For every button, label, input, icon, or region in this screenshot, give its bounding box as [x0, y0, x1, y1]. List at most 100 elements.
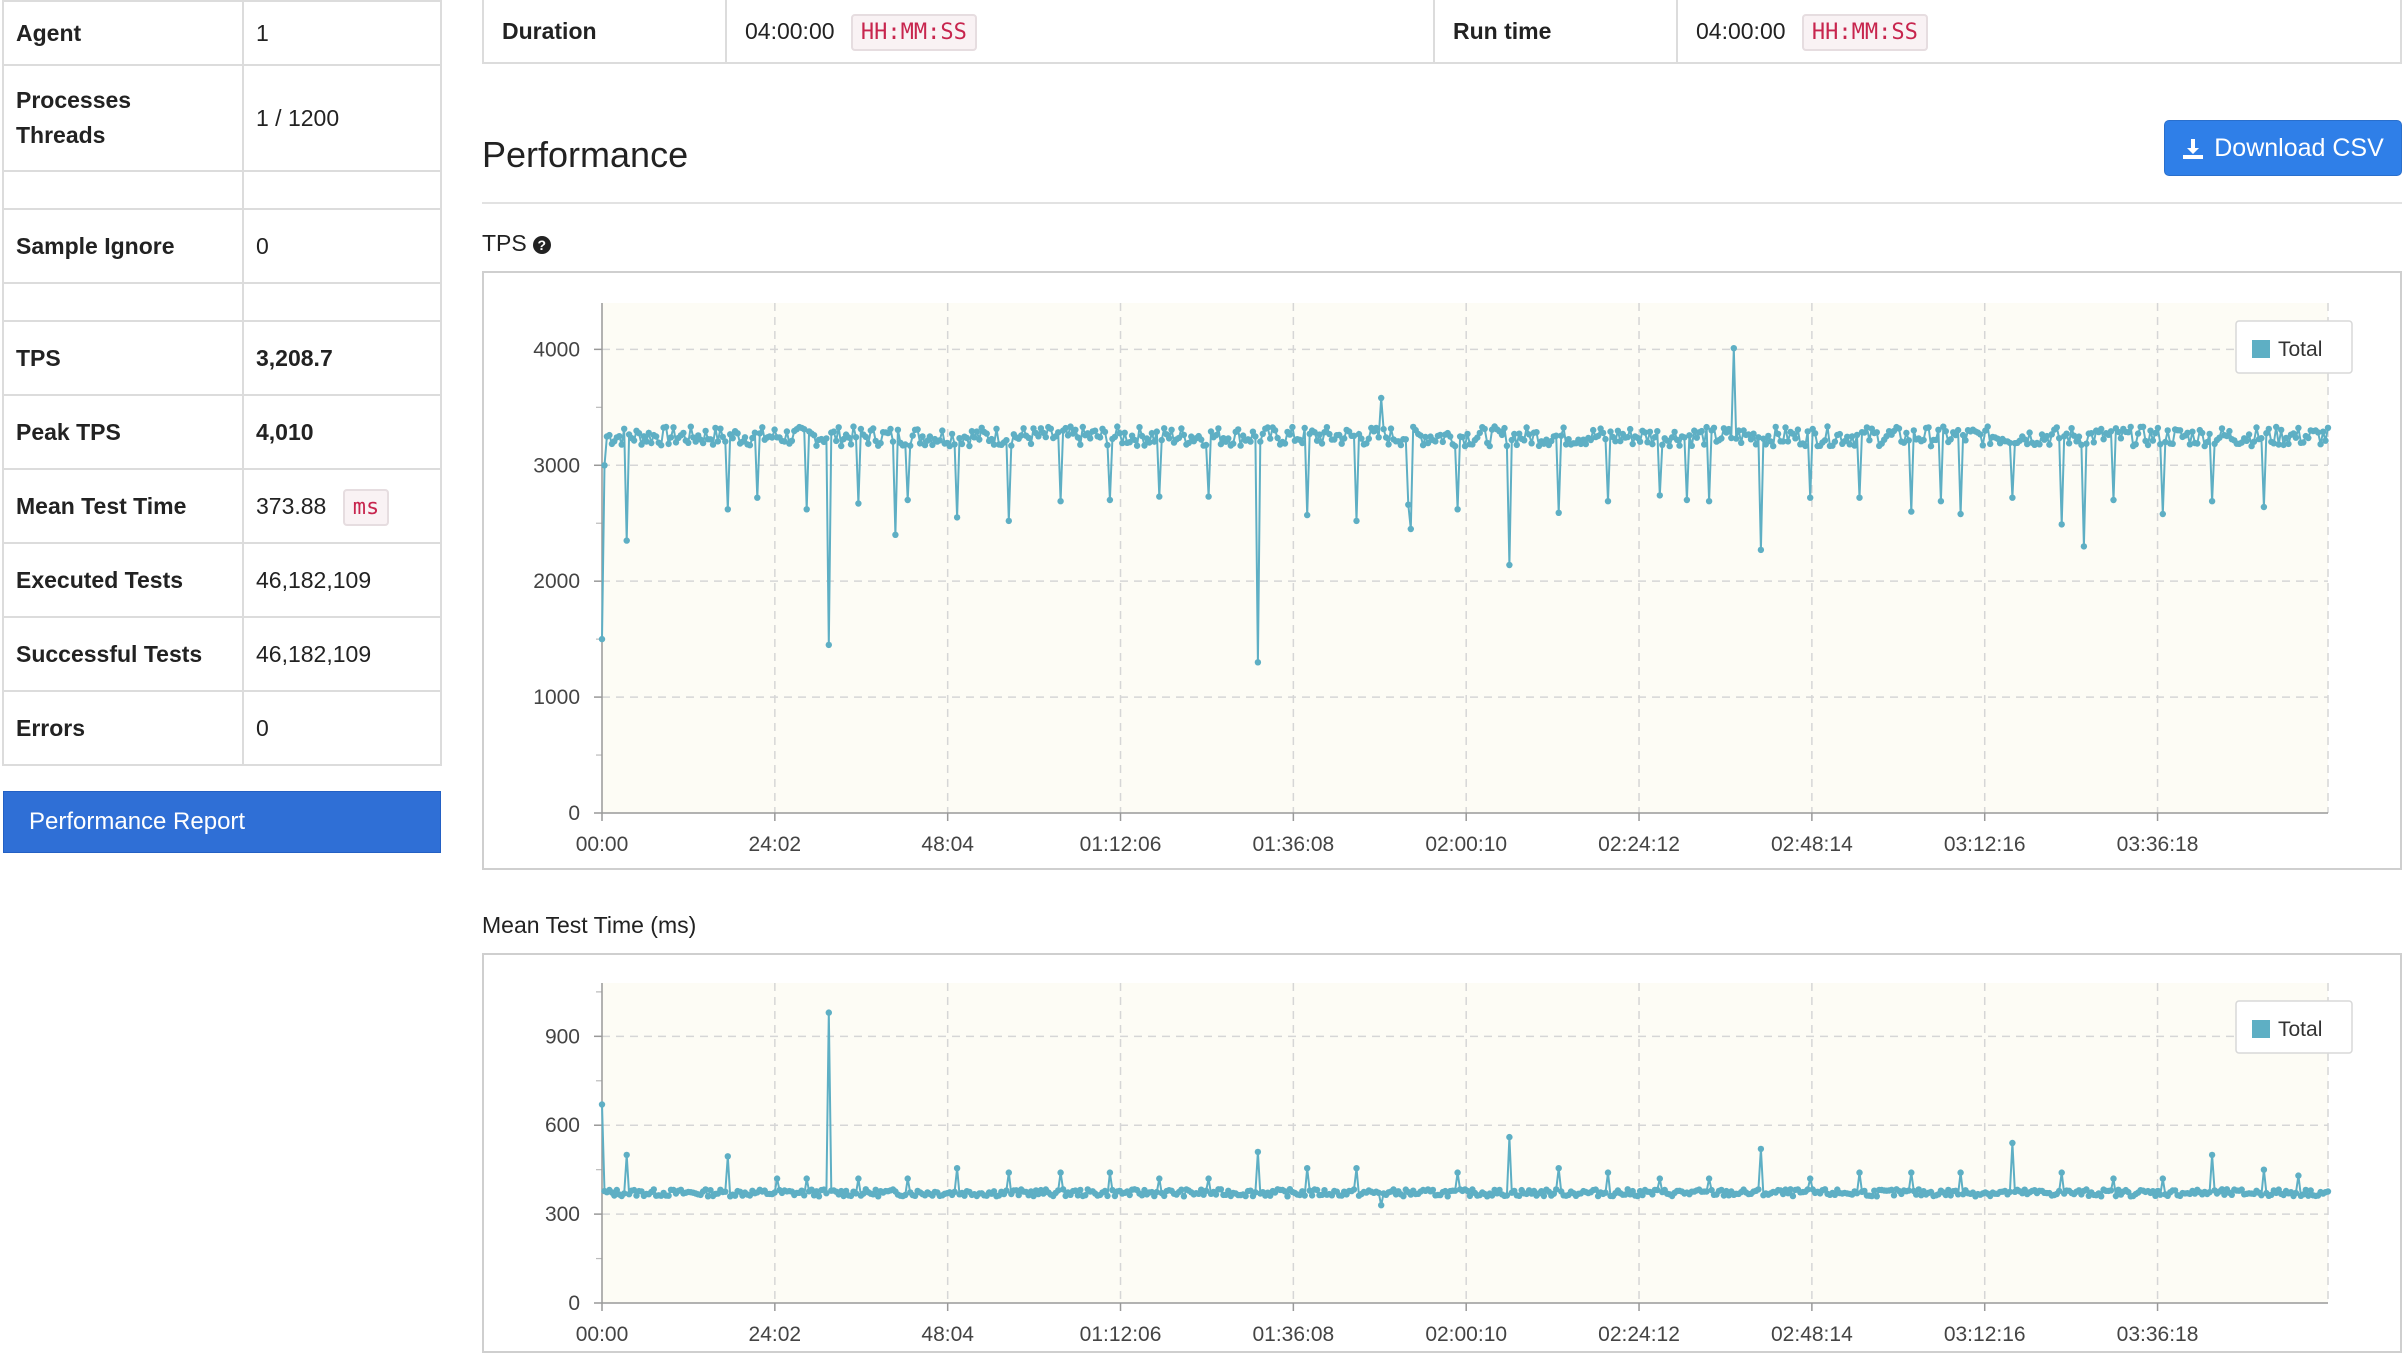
data-point [1750, 430, 1757, 437]
data-point [1506, 561, 1513, 569]
data-point [1523, 424, 1530, 431]
data-point [1501, 424, 1508, 432]
data-point [1676, 442, 1683, 449]
data-point [1249, 428, 1257, 435]
data-point [1138, 1192, 1146, 1199]
data-point [1516, 430, 1523, 437]
data-point [1378, 1202, 1385, 1209]
data-point [2258, 435, 2265, 442]
y-tick-label: 900 [545, 1025, 580, 1048]
data-point [1683, 496, 1691, 504]
x-tick-label: 24:02 [749, 1323, 802, 1346]
data-point [2157, 441, 2164, 448]
data-point [1908, 508, 1915, 515]
data-point [1807, 1175, 1814, 1182]
data-point [1935, 426, 1942, 433]
data-point [2324, 1188, 2332, 1195]
data-point [1821, 437, 1829, 444]
successful-tests-label: Successful Tests [2, 616, 244, 692]
data-point [1165, 435, 1173, 442]
data-point [2280, 441, 2287, 448]
data-point [1133, 442, 1141, 449]
data-point [687, 423, 694, 430]
data-point [803, 506, 810, 513]
data-point [1178, 1186, 1185, 1193]
data-point [2319, 428, 2327, 435]
data-point [916, 440, 924, 447]
data-point [1151, 438, 1158, 445]
data-point [1336, 431, 1343, 439]
download-csv-button[interactable]: Download CSV [2164, 120, 2402, 176]
data-point [1417, 432, 1424, 439]
data-point [1072, 426, 1079, 433]
data-point [1540, 1192, 1548, 1200]
plot-area [602, 983, 2328, 1303]
data-point [1390, 1186, 1397, 1193]
data-point [1077, 441, 1084, 448]
data-point [2107, 428, 2115, 435]
data-point [1807, 494, 1814, 501]
data-point [1888, 1186, 1895, 1193]
data-point [1538, 1188, 1545, 1195]
data-point [1513, 441, 1521, 449]
data-point [2048, 431, 2055, 438]
data-point [2078, 441, 2085, 448]
data-point [1405, 501, 1412, 508]
data-point [1516, 1192, 1523, 1199]
data-point [1074, 1192, 1082, 1199]
data-point [630, 437, 638, 444]
data-point [1738, 439, 1745, 446]
tps-chart: 00:00 24:02 48:04 01:12:06 01:36:08 02:00:10 0… [482, 271, 2402, 870]
data-point [840, 1192, 847, 1200]
download-csv-label: Download CSV [2214, 134, 2384, 162]
data-point [830, 428, 837, 435]
data-point [1264, 424, 1271, 431]
sample-ignore-label: Sample Ignore [2, 208, 244, 284]
data-point [1533, 429, 1540, 436]
data-point [2152, 1192, 2159, 1199]
data-point [1175, 434, 1183, 442]
series-points-total [598, 345, 2332, 666]
data-point [1594, 432, 1602, 440]
data-point [1072, 1187, 1079, 1194]
data-point [1915, 1186, 1922, 1193]
data-point [1148, 430, 1156, 437]
data-point [623, 537, 630, 544]
data-point [1612, 438, 1619, 445]
data-point [894, 426, 902, 433]
data-point [1649, 440, 1656, 448]
x-tick-label: 02:48:14 [1771, 833, 1853, 856]
data-point [621, 425, 628, 432]
data-point [2083, 1186, 2090, 1193]
data-point [714, 438, 722, 445]
performance-report-button[interactable]: Performance Report [3, 791, 441, 853]
data-point [855, 1175, 862, 1182]
data-point [1831, 438, 1839, 445]
data-point [1185, 439, 1192, 447]
data-point [680, 429, 687, 437]
data-point [1289, 423, 1296, 431]
help-icon[interactable]: ? [532, 236, 551, 254]
data-point [2053, 424, 2060, 431]
data-point [1005, 517, 1012, 525]
data-point [1521, 437, 1528, 444]
data-point [1116, 430, 1123, 437]
data-point [1555, 1165, 1562, 1172]
data-point [1003, 1187, 1010, 1194]
data-point [1755, 1186, 1762, 1193]
data-point [1202, 441, 1210, 449]
x-tick-label: 03:12:16 [1944, 833, 2026, 856]
data-point [1607, 428, 1614, 435]
data-point [1701, 441, 1708, 448]
data-point [855, 500, 862, 507]
data-point [2006, 439, 2014, 447]
data-point [2278, 426, 2285, 434]
data-point [1755, 434, 1762, 441]
data-point [2208, 1151, 2216, 1159]
data-point [835, 424, 842, 431]
data-point [1725, 425, 1733, 433]
data-point [865, 440, 872, 447]
x-tick-label: 01:36:08 [1252, 1323, 1334, 1346]
data-point [1459, 433, 1466, 441]
successful-tests-value: 46,182,109 [242, 616, 442, 692]
